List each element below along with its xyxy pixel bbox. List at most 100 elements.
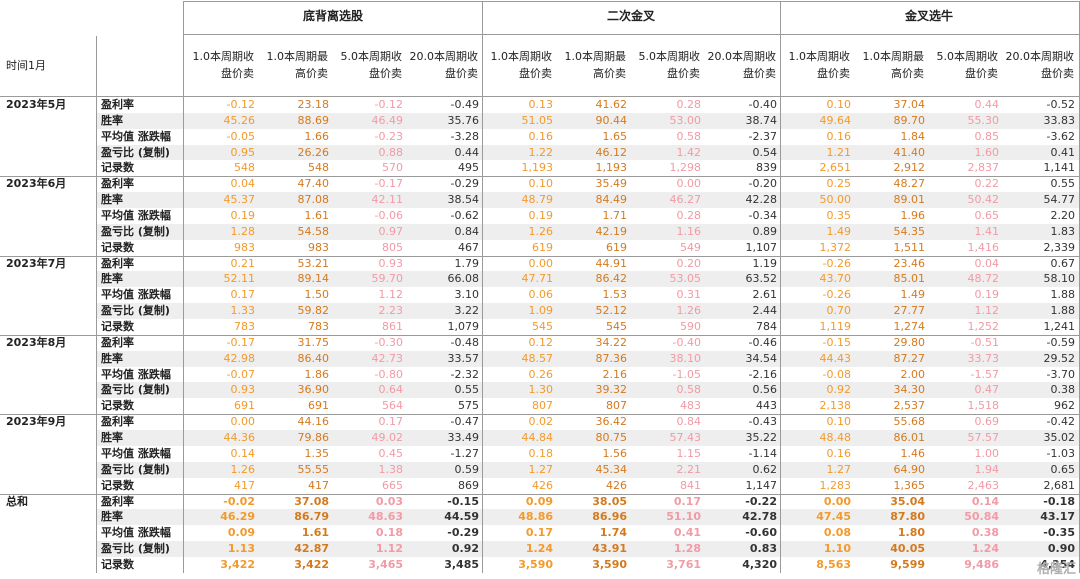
data-cell: 44.84 bbox=[521, 431, 554, 445]
data-cell: 46.12 bbox=[595, 145, 628, 159]
data-cell: 590 bbox=[680, 320, 701, 334]
data-cell: 2,138 bbox=[819, 399, 852, 413]
data-cell: 38.74 bbox=[745, 113, 778, 127]
data-cell: 40.05 bbox=[890, 542, 925, 556]
data-cell: 80.75 bbox=[595, 431, 628, 445]
data-cell: 1.26 bbox=[528, 224, 554, 238]
data-cell: 45.34 bbox=[595, 462, 628, 476]
data-cell: 1,511 bbox=[893, 240, 926, 254]
metric-label: 平均值 涨跌幅 bbox=[101, 209, 171, 223]
data-cell: -0.06 bbox=[374, 209, 403, 223]
data-cell: 807 bbox=[606, 399, 627, 413]
data-cell: 0.04 bbox=[974, 256, 1000, 270]
data-cell: 0.04 bbox=[230, 177, 256, 191]
data-cell: 869 bbox=[458, 478, 479, 492]
data-cell: -0.17 bbox=[226, 335, 255, 349]
data-cell: 0.17 bbox=[378, 415, 404, 429]
data-cell: 88.69 bbox=[297, 113, 330, 127]
data-cell: 1,252 bbox=[967, 320, 1000, 334]
data-cell: 53.05 bbox=[669, 272, 702, 286]
data-cell: 3,590 bbox=[592, 557, 627, 571]
data-cell: 44.43 bbox=[819, 351, 852, 365]
data-cell: 86.96 bbox=[592, 510, 627, 524]
data-cell: 51.10 bbox=[666, 510, 701, 524]
data-cell: 0.19 bbox=[230, 209, 256, 223]
data-cell: 87.80 bbox=[890, 510, 925, 524]
data-cell: 47.40 bbox=[297, 177, 330, 191]
data-cell: 2.16 bbox=[602, 367, 628, 381]
data-cell: 2.23 bbox=[378, 304, 404, 318]
data-cell: 467 bbox=[458, 240, 479, 254]
data-cell: 48.79 bbox=[521, 193, 554, 207]
data-cell: -3.70 bbox=[1046, 367, 1075, 381]
data-cell: 1.16 bbox=[676, 224, 702, 238]
data-cell: 33.49 bbox=[447, 431, 480, 445]
data-cell: 0.41 bbox=[673, 526, 701, 540]
data-cell: -0.49 bbox=[450, 98, 479, 111]
data-cell: 9,599 bbox=[890, 557, 925, 571]
data-cell: 50.42 bbox=[967, 193, 1000, 207]
metric-label: 盈利率 bbox=[101, 335, 134, 349]
data-cell: 41.40 bbox=[893, 145, 926, 159]
data-cell: 575 bbox=[458, 399, 479, 413]
data-cell: 1,141 bbox=[1043, 161, 1076, 175]
data-cell: -0.15 bbox=[447, 494, 479, 508]
data-cell: 50.84 bbox=[964, 510, 999, 524]
data-cell: -0.23 bbox=[374, 129, 403, 143]
data-cell: -0.26 bbox=[822, 256, 851, 270]
data-cell: 1.60 bbox=[974, 145, 1000, 159]
data-cell: 54.77 bbox=[1043, 193, 1076, 207]
data-cell: -0.08 bbox=[822, 367, 851, 381]
data-cell: 3.10 bbox=[454, 288, 480, 302]
data-cell: 1.22 bbox=[528, 145, 554, 159]
month-label: 2023年9月 bbox=[6, 415, 67, 429]
data-cell: 2.00 bbox=[900, 367, 926, 381]
data-cell: 0.93 bbox=[378, 256, 404, 270]
data-cell: -0.07 bbox=[226, 367, 255, 381]
data-cell: 0.19 bbox=[974, 288, 1000, 302]
metric-label: 记录数 bbox=[101, 320, 134, 334]
data-cell: -0.22 bbox=[745, 494, 777, 508]
data-cell: 619 bbox=[606, 240, 627, 254]
metric-label: 平均值 涨跌幅 bbox=[101, 367, 171, 381]
data-cell: 545 bbox=[606, 320, 627, 334]
data-cell: 1.30 bbox=[528, 383, 554, 397]
data-cell: 0.18 bbox=[375, 526, 403, 540]
group-header: 底背离选股 bbox=[302, 9, 363, 23]
column-header: 1.0本周期最高价卖 bbox=[564, 50, 627, 80]
data-cell: 1.71 bbox=[602, 209, 628, 223]
data-cell: 86.01 bbox=[893, 431, 926, 445]
data-cell: -0.18 bbox=[1043, 494, 1075, 508]
data-cell: -0.62 bbox=[450, 209, 479, 223]
month-label: 2023年7月 bbox=[6, 256, 67, 270]
data-cell: 51.05 bbox=[521, 113, 554, 127]
data-cell: 79.86 bbox=[297, 431, 330, 445]
data-cell: 0.14 bbox=[971, 494, 999, 508]
data-cell: 0.35 bbox=[826, 209, 852, 223]
month-label: 2023年6月 bbox=[6, 177, 67, 191]
data-cell: 0.16 bbox=[528, 129, 554, 143]
data-cell: 839 bbox=[756, 161, 777, 175]
data-cell: 1.61 bbox=[304, 209, 330, 223]
data-cell: 39.32 bbox=[595, 383, 628, 397]
data-cell: 0.93 bbox=[230, 383, 256, 397]
data-cell: -0.15 bbox=[822, 335, 851, 349]
data-cell: 42.98 bbox=[223, 351, 256, 365]
metric-label: 记录数 bbox=[101, 478, 134, 492]
data-cell: 0.65 bbox=[1050, 462, 1076, 476]
data-cell: 45.37 bbox=[223, 193, 256, 207]
data-cell: 1,079 bbox=[447, 320, 480, 334]
data-cell: 48.72 bbox=[967, 272, 1000, 286]
data-cell: -0.20 bbox=[748, 177, 777, 191]
data-cell: -1.05 bbox=[672, 367, 701, 381]
data-cell: 0.92 bbox=[451, 542, 479, 556]
data-cell: 63.52 bbox=[745, 272, 778, 286]
data-cell: 2,339 bbox=[1043, 240, 1076, 254]
column-header: 5.0本周期收盘价卖 bbox=[340, 50, 403, 80]
data-cell: -0.30 bbox=[374, 335, 403, 349]
data-cell: -0.80 bbox=[374, 367, 403, 381]
data-cell: 2,463 bbox=[967, 478, 1000, 492]
column-header: 20.0本周期收盘价卖 bbox=[707, 50, 777, 80]
data-cell: 570 bbox=[382, 161, 403, 175]
metric-label: 胜率 bbox=[101, 272, 123, 286]
